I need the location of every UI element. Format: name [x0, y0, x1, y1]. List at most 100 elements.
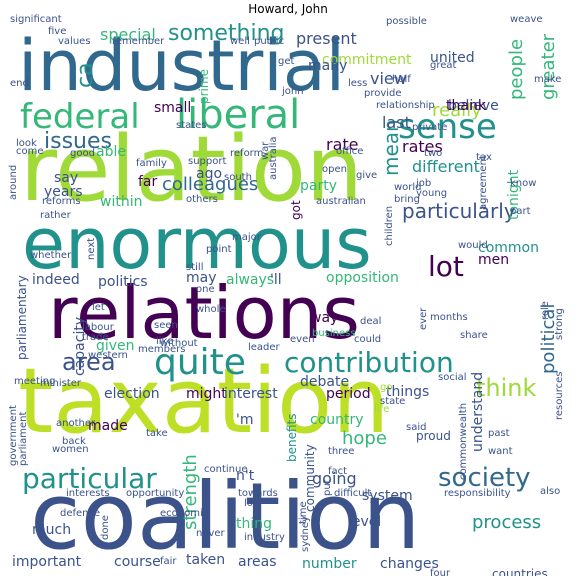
word: trade [82, 332, 109, 343]
chart-title: Howard, John [248, 2, 328, 16]
word: men [478, 252, 509, 268]
word: next [86, 238, 97, 260]
word: small [154, 100, 191, 116]
word: enormous [22, 203, 372, 285]
word: look [16, 138, 37, 149]
word: colleagues [162, 174, 258, 195]
word: also [540, 486, 560, 497]
word: continue [204, 464, 247, 475]
word: sense [398, 107, 497, 147]
word: countries [492, 567, 548, 576]
word: rates [402, 137, 443, 156]
word: interests [66, 488, 110, 499]
word: quite [154, 342, 246, 383]
word: parliament [18, 411, 29, 466]
word: want [488, 446, 513, 457]
word: special [100, 25, 156, 44]
word: another [56, 418, 96, 429]
word: sydney [300, 516, 311, 552]
word: something [168, 21, 284, 46]
word: role [540, 301, 551, 320]
word: great [430, 60, 457, 71]
word: significant [10, 14, 62, 25]
word: reforms [42, 196, 81, 207]
word: thank [446, 98, 487, 114]
word: two [424, 148, 442, 159]
word: fact [328, 466, 347, 477]
word: political [538, 304, 559, 374]
word: done [100, 515, 111, 540]
word: go [380, 382, 392, 393]
word: south [224, 172, 252, 183]
word: others [186, 194, 218, 205]
word: common [478, 240, 539, 256]
word: deal [360, 316, 381, 327]
word: politics [98, 274, 148, 290]
word: society [438, 463, 531, 493]
word: world [394, 182, 422, 193]
word: might [186, 386, 227, 402]
word: federal [20, 97, 140, 137]
word: understand [470, 372, 486, 452]
word: reform [230, 148, 263, 159]
word: lot [428, 250, 464, 283]
word: united [430, 50, 475, 66]
word: always [226, 272, 274, 288]
word: important [12, 554, 82, 570]
word: responsibility [444, 488, 511, 499]
word: could [354, 334, 381, 345]
word: think [476, 374, 537, 402]
word: level [348, 514, 381, 530]
word: still [186, 262, 203, 273]
word: war [260, 141, 271, 160]
word: resources [554, 372, 565, 420]
word: john [281, 86, 304, 97]
word: fair [160, 556, 177, 567]
word: provide [364, 88, 402, 99]
word: present [296, 29, 357, 48]
word: australia [268, 136, 279, 180]
word: would [458, 240, 488, 251]
word: without [160, 338, 198, 349]
word: given [96, 338, 135, 354]
word: opportunity [126, 488, 184, 499]
word: ever [418, 307, 429, 330]
word: low [244, 498, 261, 509]
word: system [362, 488, 413, 504]
word: made [88, 418, 128, 434]
word: towards [238, 488, 278, 499]
word: say [54, 170, 78, 186]
word: number [302, 556, 357, 572]
word: course [114, 554, 161, 570]
word: interest [224, 386, 278, 402]
word: past [488, 428, 510, 439]
word: western [88, 350, 128, 361]
word: way [310, 310, 338, 326]
word: different [412, 157, 480, 176]
word: contribution [284, 346, 454, 379]
word: one [196, 284, 215, 295]
word: well [230, 36, 250, 47]
word: people [506, 39, 527, 100]
word: party [300, 178, 337, 194]
word: much [32, 522, 71, 538]
word: strong [554, 308, 565, 340]
word: life [374, 404, 389, 415]
word: bring [394, 194, 420, 205]
word: children [384, 206, 395, 246]
word: really [432, 100, 482, 121]
word: said [406, 422, 426, 433]
word: seen [154, 320, 178, 331]
word: rather [40, 210, 72, 221]
word: time [298, 501, 309, 524]
word: 'm [236, 412, 254, 428]
word: got [289, 200, 303, 220]
word: office [336, 146, 363, 157]
word: liberal [176, 92, 300, 138]
word: things [386, 384, 429, 400]
word: taxation [18, 349, 389, 454]
word: family [136, 158, 167, 169]
word: share [460, 330, 488, 341]
word: women [52, 444, 89, 455]
word: areas [238, 554, 277, 570]
